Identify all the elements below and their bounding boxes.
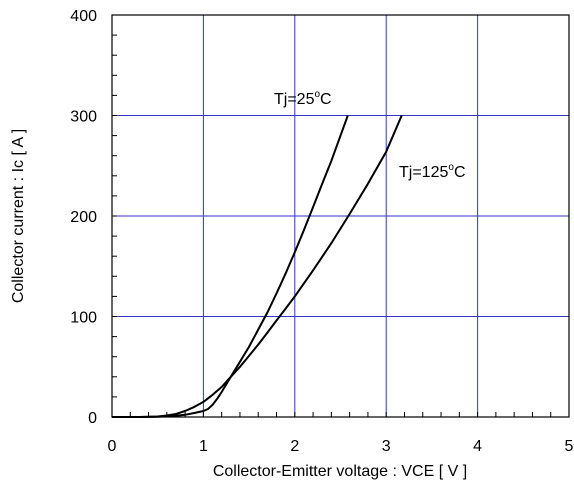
- y-tick-labels: 0 100 200 300 400: [70, 8, 97, 427]
- x-axis-title: Collector-Emitter voltage : VCE [ V ]: [213, 463, 467, 480]
- series-label-tj125: Tj=125oC: [399, 162, 466, 181]
- x-tick-labels: 0 1 2 3 4 5: [108, 438, 574, 455]
- series-line-1: [112, 115, 403, 418]
- series-line-0: [112, 115, 349, 418]
- y-tick-label: 100: [70, 310, 97, 327]
- minor-tick-marks: [111, 14, 570, 418]
- series-layer: [112, 115, 403, 418]
- gridlines: [112, 15, 569, 417]
- plot-frame: [111, 14, 570, 418]
- x-tick-label: 1: [199, 438, 208, 455]
- y-tick-label: 200: [70, 209, 97, 226]
- x-tick-label: 2: [290, 438, 299, 455]
- y-tick-label: 400: [70, 8, 97, 25]
- x-tick-label: 5: [565, 438, 574, 455]
- x-tick-label: 4: [473, 438, 482, 455]
- y-tick-label: 0: [88, 410, 97, 427]
- series-label-tj25: Tj=25oC: [274, 89, 332, 108]
- y-axis-title: Collector current : Ic [ A ]: [10, 129, 27, 303]
- y-tick-label: 300: [70, 109, 97, 126]
- x-tick-label: 3: [382, 438, 391, 455]
- x-tick-label: 0: [108, 438, 117, 455]
